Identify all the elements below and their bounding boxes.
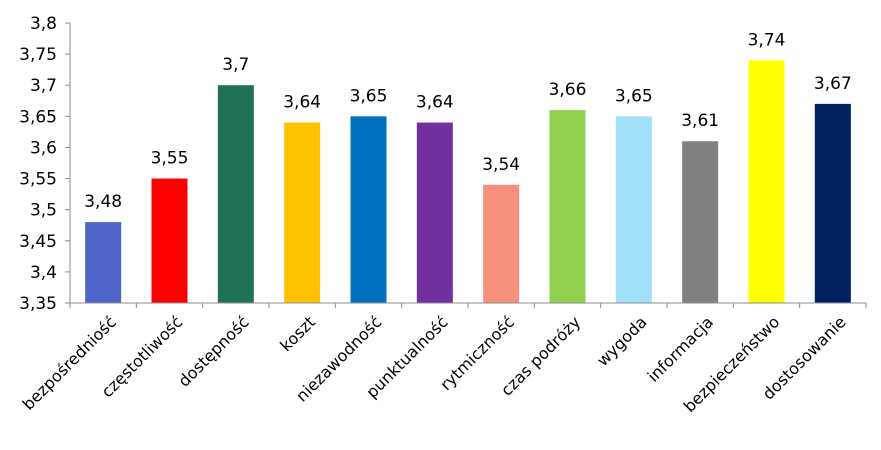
bars [85, 60, 851, 304]
data-label: 3,64 [283, 93, 321, 113]
category-label: informacja [644, 312, 717, 385]
data-label: 3,55 [151, 149, 189, 169]
bar [682, 141, 719, 303]
category-label: koszt [276, 312, 319, 355]
category-label: dostępność [174, 312, 252, 390]
bar [151, 178, 188, 303]
bar [748, 60, 785, 304]
y-tick-label: 3,4 [30, 263, 57, 283]
data-label: 3,65 [350, 86, 388, 106]
y-axis: 3,35 3,4 3,45 3,5 3,55 3,6 3,65 3,7 3,75 3,8 [19, 14, 71, 314]
data-label: 3,48 [84, 192, 122, 212]
data-label: 3,61 [681, 111, 719, 131]
category-label: wygoda [593, 312, 651, 370]
y-tick-label: 3,8 [30, 14, 57, 34]
bar [549, 110, 586, 303]
data-label: 3,7 [222, 55, 249, 75]
data-label: 3,66 [549, 80, 587, 100]
bar [615, 116, 652, 303]
data-labels: 3,48 3,55 3,7 3,64 3,65 3,64 3,54 3,66 3,65 3,61 3… [84, 30, 852, 212]
y-tick-label: 3,35 [19, 294, 57, 314]
y-tick-label: 3,55 [19, 170, 57, 190]
data-label: 3,54 [482, 155, 520, 175]
bar [814, 103, 851, 303]
bar [284, 122, 321, 303]
data-label: 3,67 [814, 74, 852, 94]
bar [350, 116, 387, 303]
data-label: 3,64 [416, 93, 454, 113]
bar [217, 85, 254, 303]
y-tick-label: 3,5 [30, 201, 57, 221]
bar [483, 184, 520, 303]
y-tick-label: 3,6 [30, 138, 57, 158]
y-tick-label: 3,7 [30, 76, 57, 96]
y-tick-label: 3,45 [19, 232, 57, 252]
category-label: bezpośredniość [19, 312, 120, 413]
data-label: 3,65 [615, 86, 653, 106]
data-label: 3,74 [748, 30, 786, 50]
bar [85, 222, 122, 303]
y-tick-label: 3,75 [19, 45, 57, 65]
bar [416, 122, 453, 303]
y-tick-label: 3,65 [19, 107, 57, 127]
